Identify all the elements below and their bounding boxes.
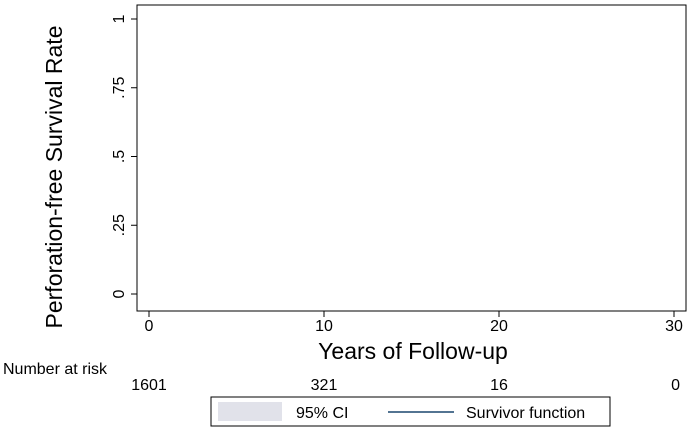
plot-frame (136, 4, 687, 312)
y-tick-label: 1 (111, 14, 128, 23)
legend-ci-swatch (218, 402, 282, 421)
y-tick-label: .5 (111, 150, 128, 163)
y-tick-label: .25 (111, 214, 128, 236)
axes (136, 4, 687, 312)
x-axis-title: Years of Follow-up (318, 338, 508, 364)
x-tick-label: 10 (315, 318, 333, 335)
risk-count: 321 (311, 377, 338, 394)
risk-count: 1601 (131, 377, 167, 394)
x-tick-label: 0 (145, 318, 154, 335)
y-tick-label: .75 (111, 77, 128, 99)
y-tick-label: 0 (111, 289, 128, 298)
legend-ci-label: 95% CI (296, 405, 348, 422)
y-axis-title: Perforation-free Survival Rate (41, 26, 67, 329)
risk-count: 0 (671, 377, 680, 394)
legend: 95% CI Survivor function (210, 396, 611, 427)
risk-table: 1601 321 16 0 (131, 377, 680, 394)
legend-line-label: Survivor function (466, 405, 585, 422)
risk-table-title: Number at risk (3, 361, 108, 378)
risk-count: 16 (490, 377, 508, 394)
y-axis-ticks: 0 .25 .5 .75 1 (111, 14, 137, 298)
x-axis-ticks: 0 10 20 30 (145, 311, 683, 335)
x-tick-label: 20 (490, 318, 508, 335)
x-tick-label: 30 (665, 318, 683, 335)
